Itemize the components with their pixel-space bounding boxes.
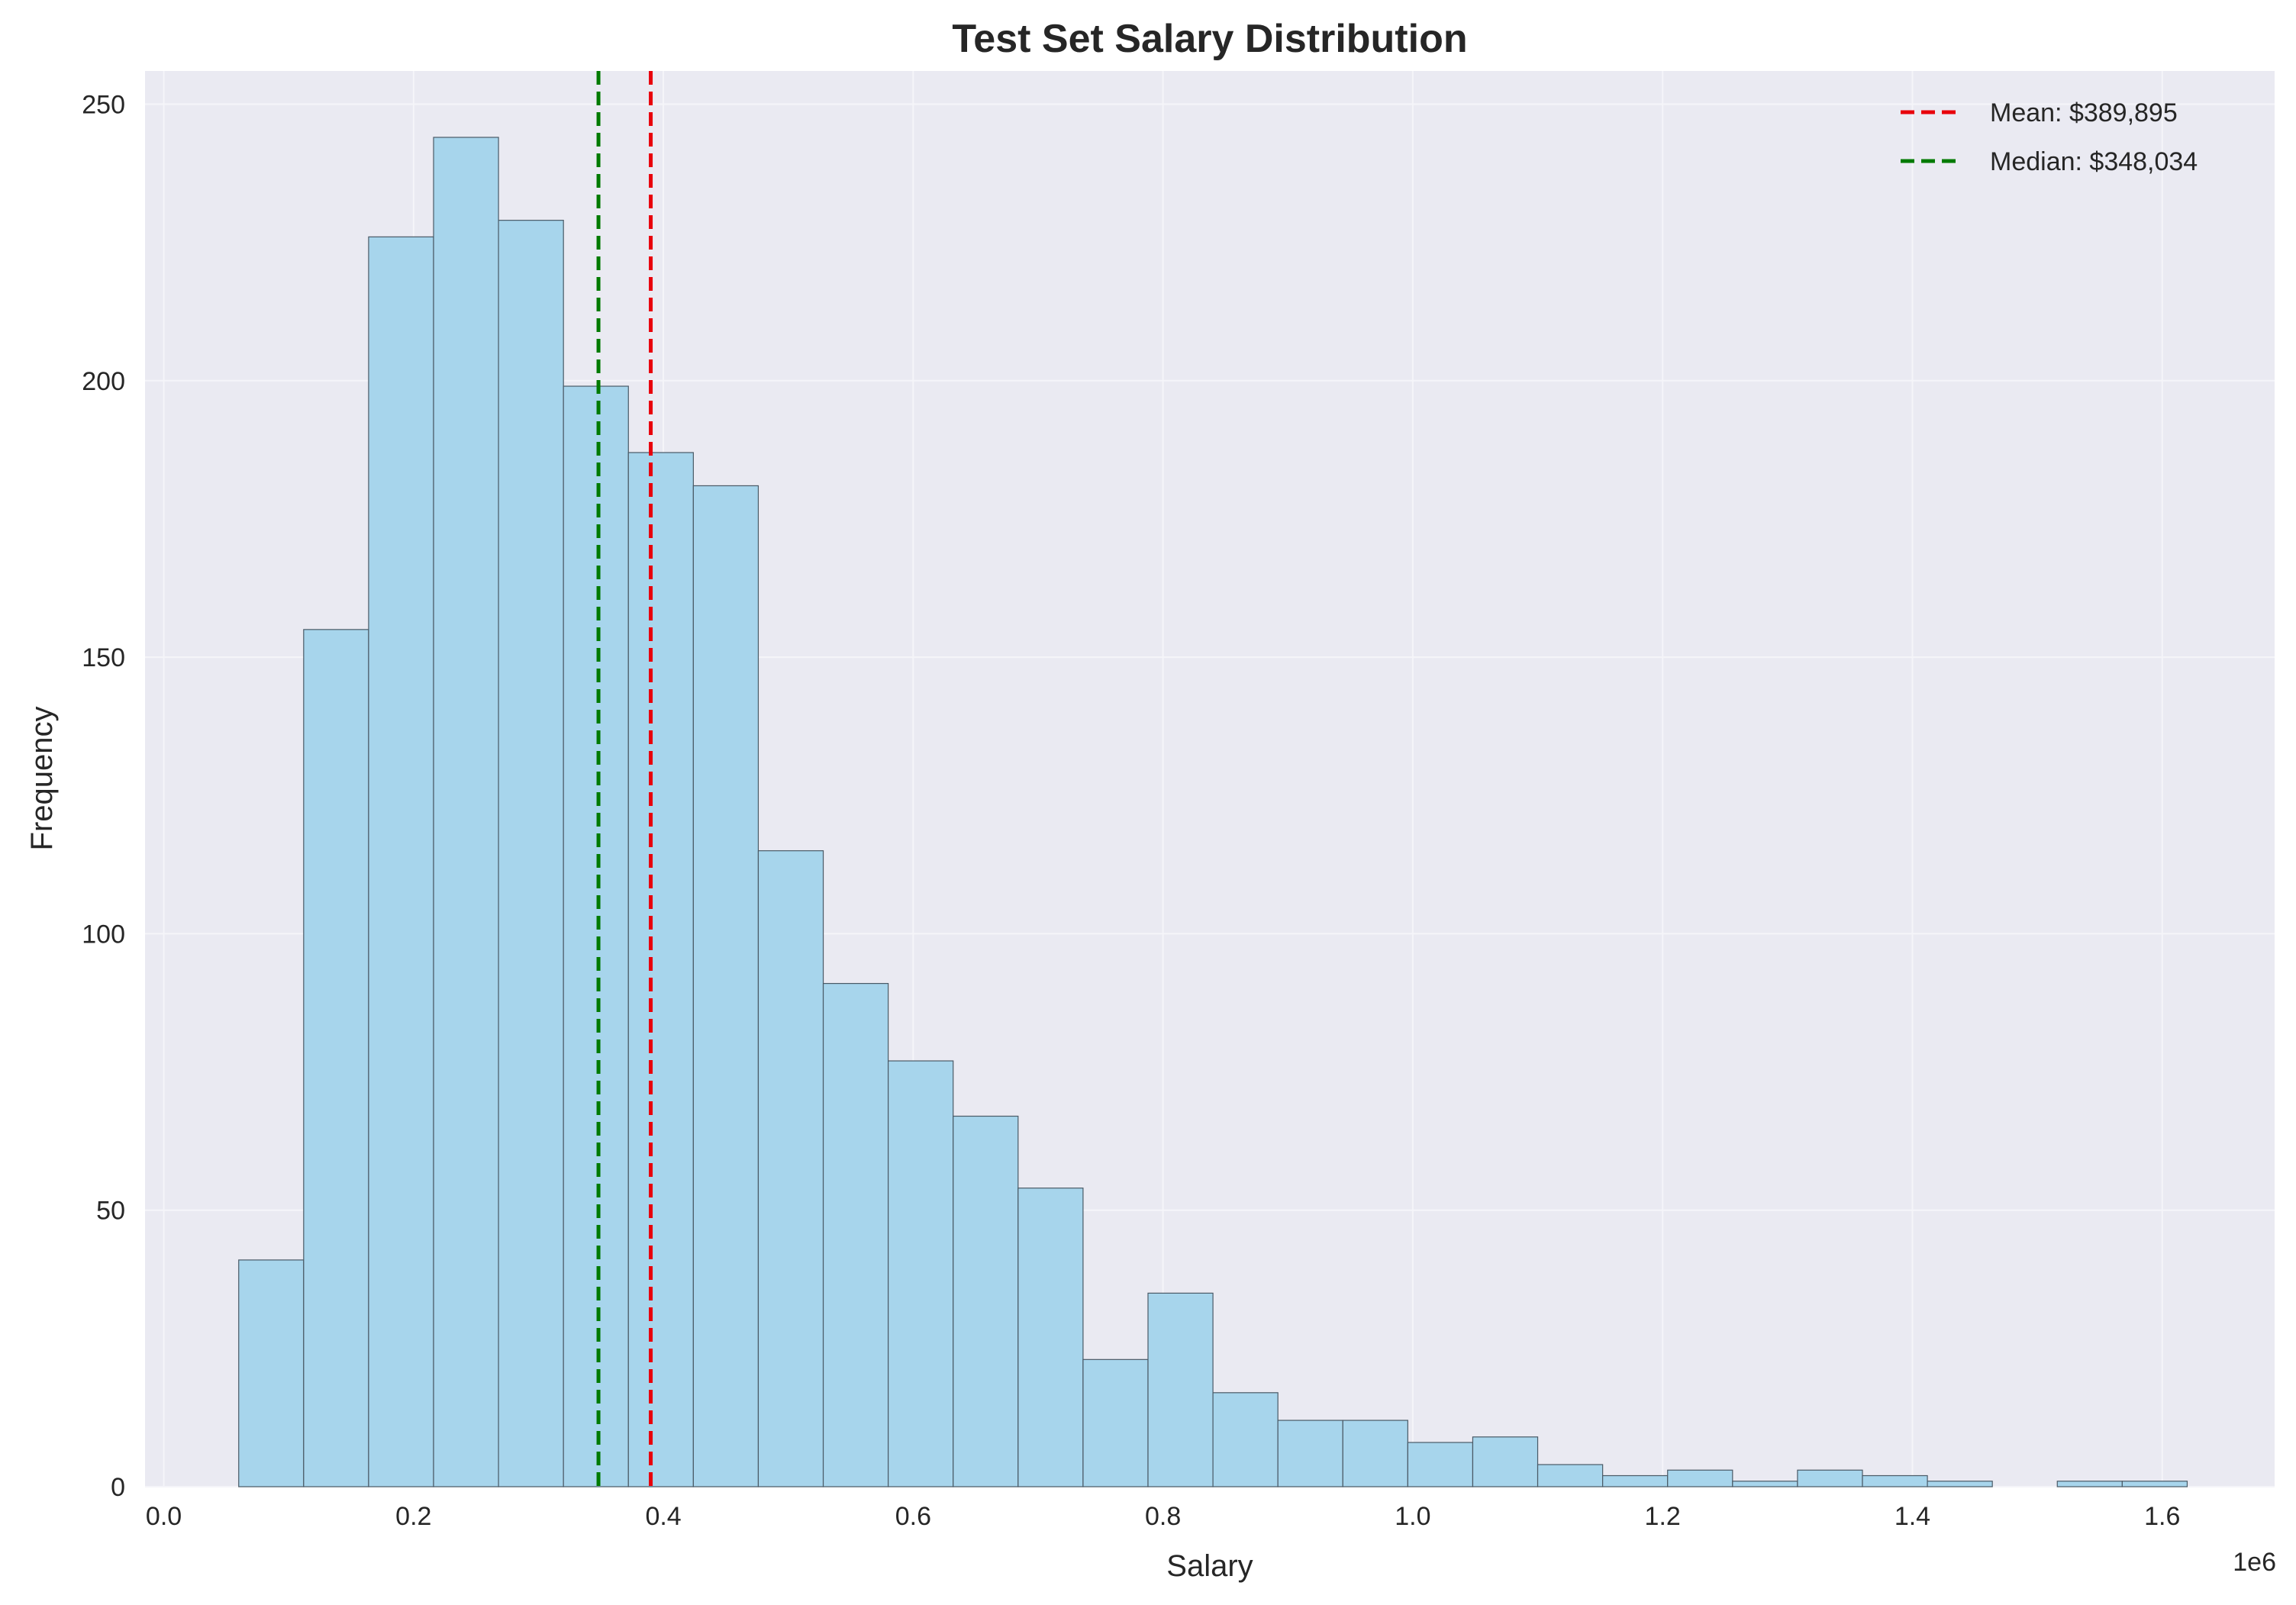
histogram-bar-19	[1472, 1436, 1539, 1487]
legend-mean-label: Mean: $389,895	[1990, 98, 2178, 127]
histogram-bar-8	[757, 850, 824, 1487]
histogram-bar-5	[563, 385, 629, 1487]
histogram-bar-0	[238, 1259, 305, 1487]
histogram-bar-21	[1602, 1474, 1669, 1487]
histogram-bars	[238, 137, 2188, 1487]
y-tick-label-5: 250	[82, 90, 125, 119]
histogram-bar-16	[1277, 1420, 1343, 1487]
x-tick-label-3: 0.6	[895, 1502, 931, 1531]
legend-median-label: Median: $348,034	[1990, 147, 2198, 176]
x-tick-label-5: 1.0	[1395, 1502, 1430, 1531]
x-tick-labels: 0.0 0.2 0.4 0.6 0.8 1.0 1.2 1.4 1.6	[146, 1502, 2180, 1531]
histogram-bar-15	[1212, 1392, 1279, 1487]
y-tick-label-1: 50	[96, 1197, 125, 1226]
y-tick-label-4: 200	[82, 367, 125, 396]
x-tick-label-6: 1.2	[1645, 1502, 1681, 1531]
histogram-bar-14	[1147, 1292, 1214, 1487]
histogram-bar-25	[1862, 1474, 1928, 1487]
legend: Mean: $389,895 Median: $348,034	[1901, 98, 2198, 176]
histogram-bar-13	[1082, 1358, 1149, 1487]
histogram-bar-9	[822, 983, 889, 1487]
histogram-bar-3	[433, 137, 499, 1487]
y-axis-label: Frequency	[25, 707, 59, 851]
histogram-bar-2	[368, 236, 434, 1487]
histogram-bar-24	[1797, 1469, 1863, 1487]
histogram-bar-12	[1017, 1188, 1084, 1487]
reference-lines	[596, 71, 653, 1487]
histogram-bar-29	[2121, 1481, 2188, 1487]
y-tick-label-3: 150	[82, 643, 125, 672]
histogram-bar-6	[627, 452, 694, 1487]
histogram-bar-7	[692, 485, 759, 1487]
histogram-bar-4	[498, 220, 564, 1487]
x-axis-label: Salary	[1166, 1549, 1253, 1583]
histogram-bar-28	[2056, 1481, 2123, 1487]
x-tick-label-0: 0.0	[146, 1502, 182, 1531]
histogram-bar-26	[1927, 1481, 1993, 1487]
x-tick-label-4: 0.8	[1145, 1502, 1181, 1531]
histogram-bar-17	[1342, 1420, 1408, 1487]
x-tick-label-7: 1.4	[1895, 1502, 1930, 1531]
histogram-bar-22	[1667, 1469, 1733, 1487]
x-tick-label-2: 0.4	[645, 1502, 681, 1531]
x-axis-offset-label: 1e6	[2233, 1548, 2276, 1577]
histogram-bar-18	[1407, 1442, 1474, 1487]
chart-title: Test Set Salary Distribution	[952, 17, 1467, 61]
histogram-bar-11	[953, 1115, 1019, 1487]
y-tick-labels: 0 50 100 150 200 250	[82, 90, 125, 1502]
histogram-bar-1	[303, 629, 369, 1487]
y-tick-label-0: 0	[111, 1473, 125, 1502]
histogram-bar-23	[1732, 1481, 1798, 1487]
x-tick-label-1: 0.2	[395, 1502, 431, 1531]
x-tick-label-8: 1.6	[2144, 1502, 2180, 1531]
histogram-bar-20	[1537, 1464, 1604, 1487]
y-tick-label-2: 100	[82, 920, 125, 949]
histogram-bar-10	[888, 1060, 954, 1487]
